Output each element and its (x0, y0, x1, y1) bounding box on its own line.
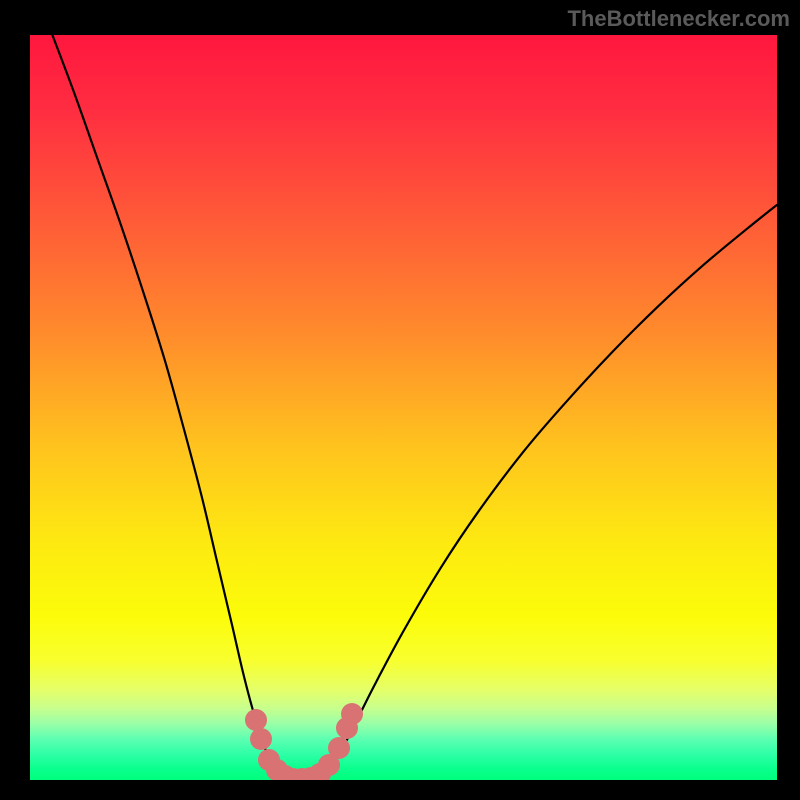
watermark-text: TheBottlenecker.com (567, 6, 790, 32)
marker-point (250, 728, 272, 750)
curve-left (52, 35, 291, 780)
curves-layer (30, 35, 777, 780)
curve-right (314, 205, 777, 780)
figure-canvas: TheBottlenecker.com (0, 0, 800, 800)
marker-point (341, 703, 363, 725)
marker-point (328, 737, 350, 759)
plot-area (30, 35, 777, 780)
